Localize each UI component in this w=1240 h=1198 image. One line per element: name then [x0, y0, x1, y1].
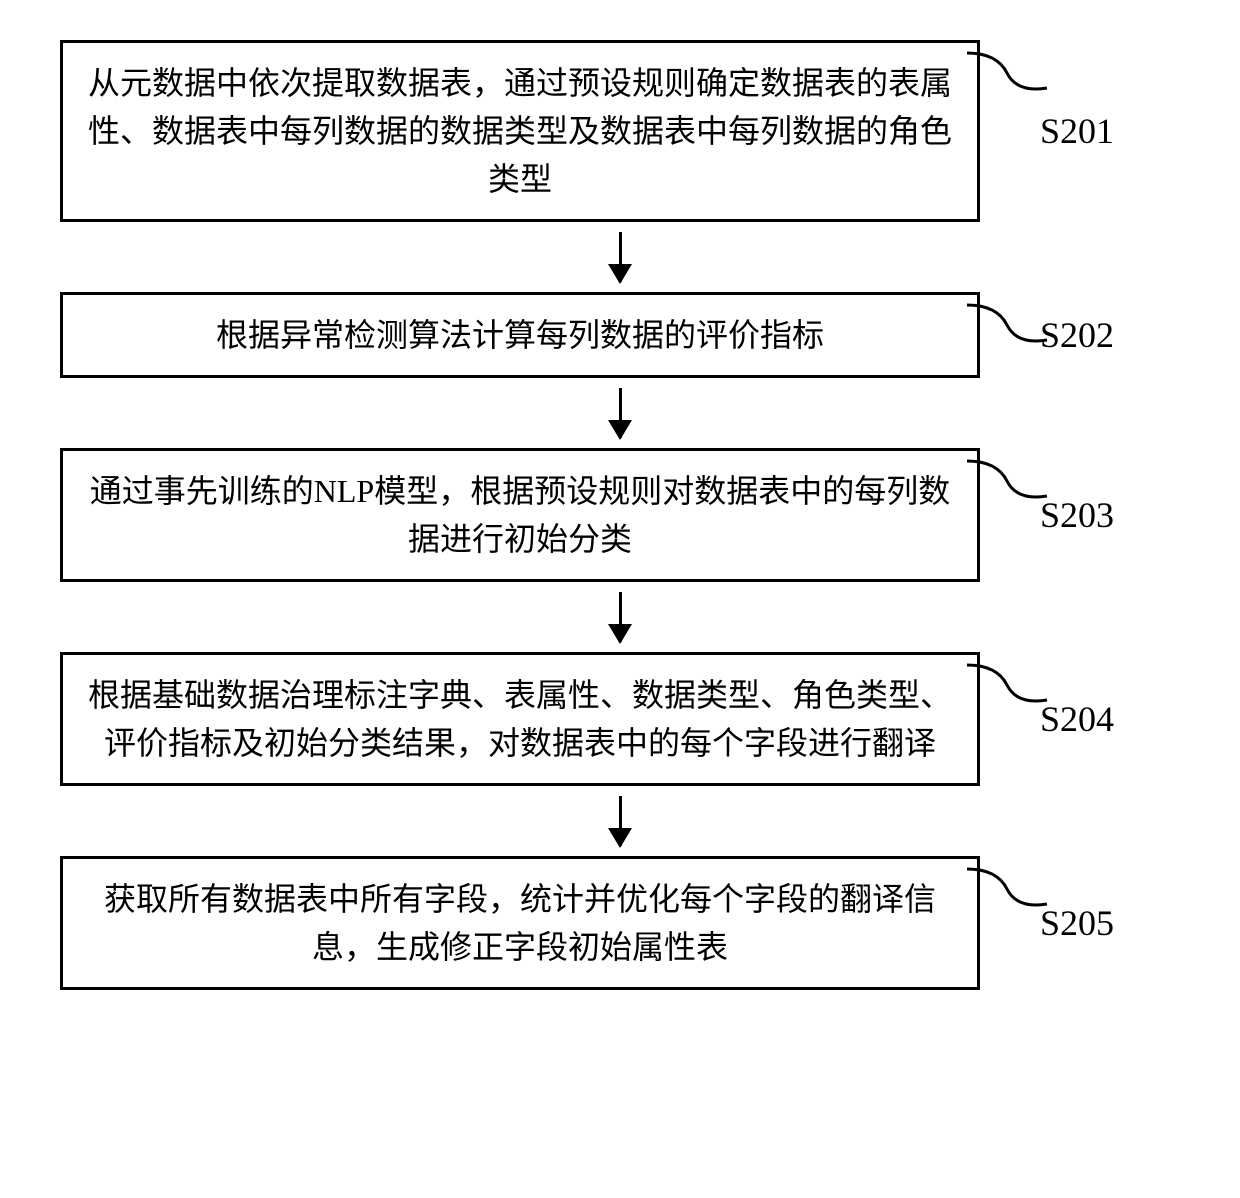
step-label-s203: S203	[1040, 494, 1114, 536]
step-label-s202: S202	[1040, 314, 1114, 356]
step-label-s205: S205	[1040, 902, 1114, 944]
arrow-connector	[160, 222, 1080, 292]
step-row: 从元数据中依次提取数据表，通过预设规则确定数据表的表属性、数据表中每列数据的数据…	[60, 40, 1180, 222]
label-connector-icon	[967, 655, 1047, 715]
arrow-head-icon	[608, 828, 632, 848]
step-box-s202: 根据异常检测算法计算每列数据的评价指标	[60, 292, 980, 378]
arrow-line-icon	[619, 796, 622, 846]
arrow-line-icon	[619, 592, 622, 642]
step-box-s205: 获取所有数据表中所有字段，统计并优化每个字段的翻译信息，生成修正字段初始属性表	[60, 856, 980, 990]
arrow-line-icon	[619, 232, 622, 282]
step-row: 根据基础数据治理标注字典、表属性、数据类型、角色类型、评价指标及初始分类结果，对…	[60, 652, 1180, 786]
arrow-head-icon	[608, 624, 632, 644]
step-box-s203: 通过事先训练的NLP模型，根据预设规则对数据表中的每列数据进行初始分类	[60, 448, 980, 582]
step-text: 获取所有数据表中所有字段，统计并优化每个字段的翻译信息，生成修正字段初始属性表	[87, 875, 953, 971]
flowchart-container: 从元数据中依次提取数据表，通过预设规则确定数据表的表属性、数据表中每列数据的数据…	[60, 40, 1180, 990]
arrow-connector	[160, 786, 1080, 856]
arrow-line-icon	[619, 388, 622, 438]
step-box-s201: 从元数据中依次提取数据表，通过预设规则确定数据表的表属性、数据表中每列数据的数据…	[60, 40, 980, 222]
step-label-s201: S201	[1040, 110, 1114, 152]
step-text: 通过事先训练的NLP模型，根据预设规则对数据表中的每列数据进行初始分类	[87, 467, 953, 563]
step-box-s204: 根据基础数据治理标注字典、表属性、数据类型、角色类型、评价指标及初始分类结果，对…	[60, 652, 980, 786]
step-text: 根据基础数据治理标注字典、表属性、数据类型、角色类型、评价指标及初始分类结果，对…	[87, 671, 953, 767]
label-connector-icon	[967, 295, 1047, 355]
step-text: 根据异常检测算法计算每列数据的评价指标	[216, 311, 824, 359]
step-text: 从元数据中依次提取数据表，通过预设规则确定数据表的表属性、数据表中每列数据的数据…	[87, 59, 953, 203]
arrow-connector	[160, 378, 1080, 448]
arrow-connector	[160, 582, 1080, 652]
label-connector-icon	[967, 451, 1047, 511]
label-connector-icon	[967, 859, 1047, 919]
arrow-head-icon	[608, 264, 632, 284]
step-label-s204: S204	[1040, 698, 1114, 740]
step-row: 通过事先训练的NLP模型，根据预设规则对数据表中的每列数据进行初始分类 S203	[60, 448, 1180, 582]
step-row: 获取所有数据表中所有字段，统计并优化每个字段的翻译信息，生成修正字段初始属性表 …	[60, 856, 1180, 990]
label-connector-icon	[967, 43, 1047, 103]
step-row: 根据异常检测算法计算每列数据的评价指标 S202	[60, 292, 1180, 378]
arrow-head-icon	[608, 420, 632, 440]
